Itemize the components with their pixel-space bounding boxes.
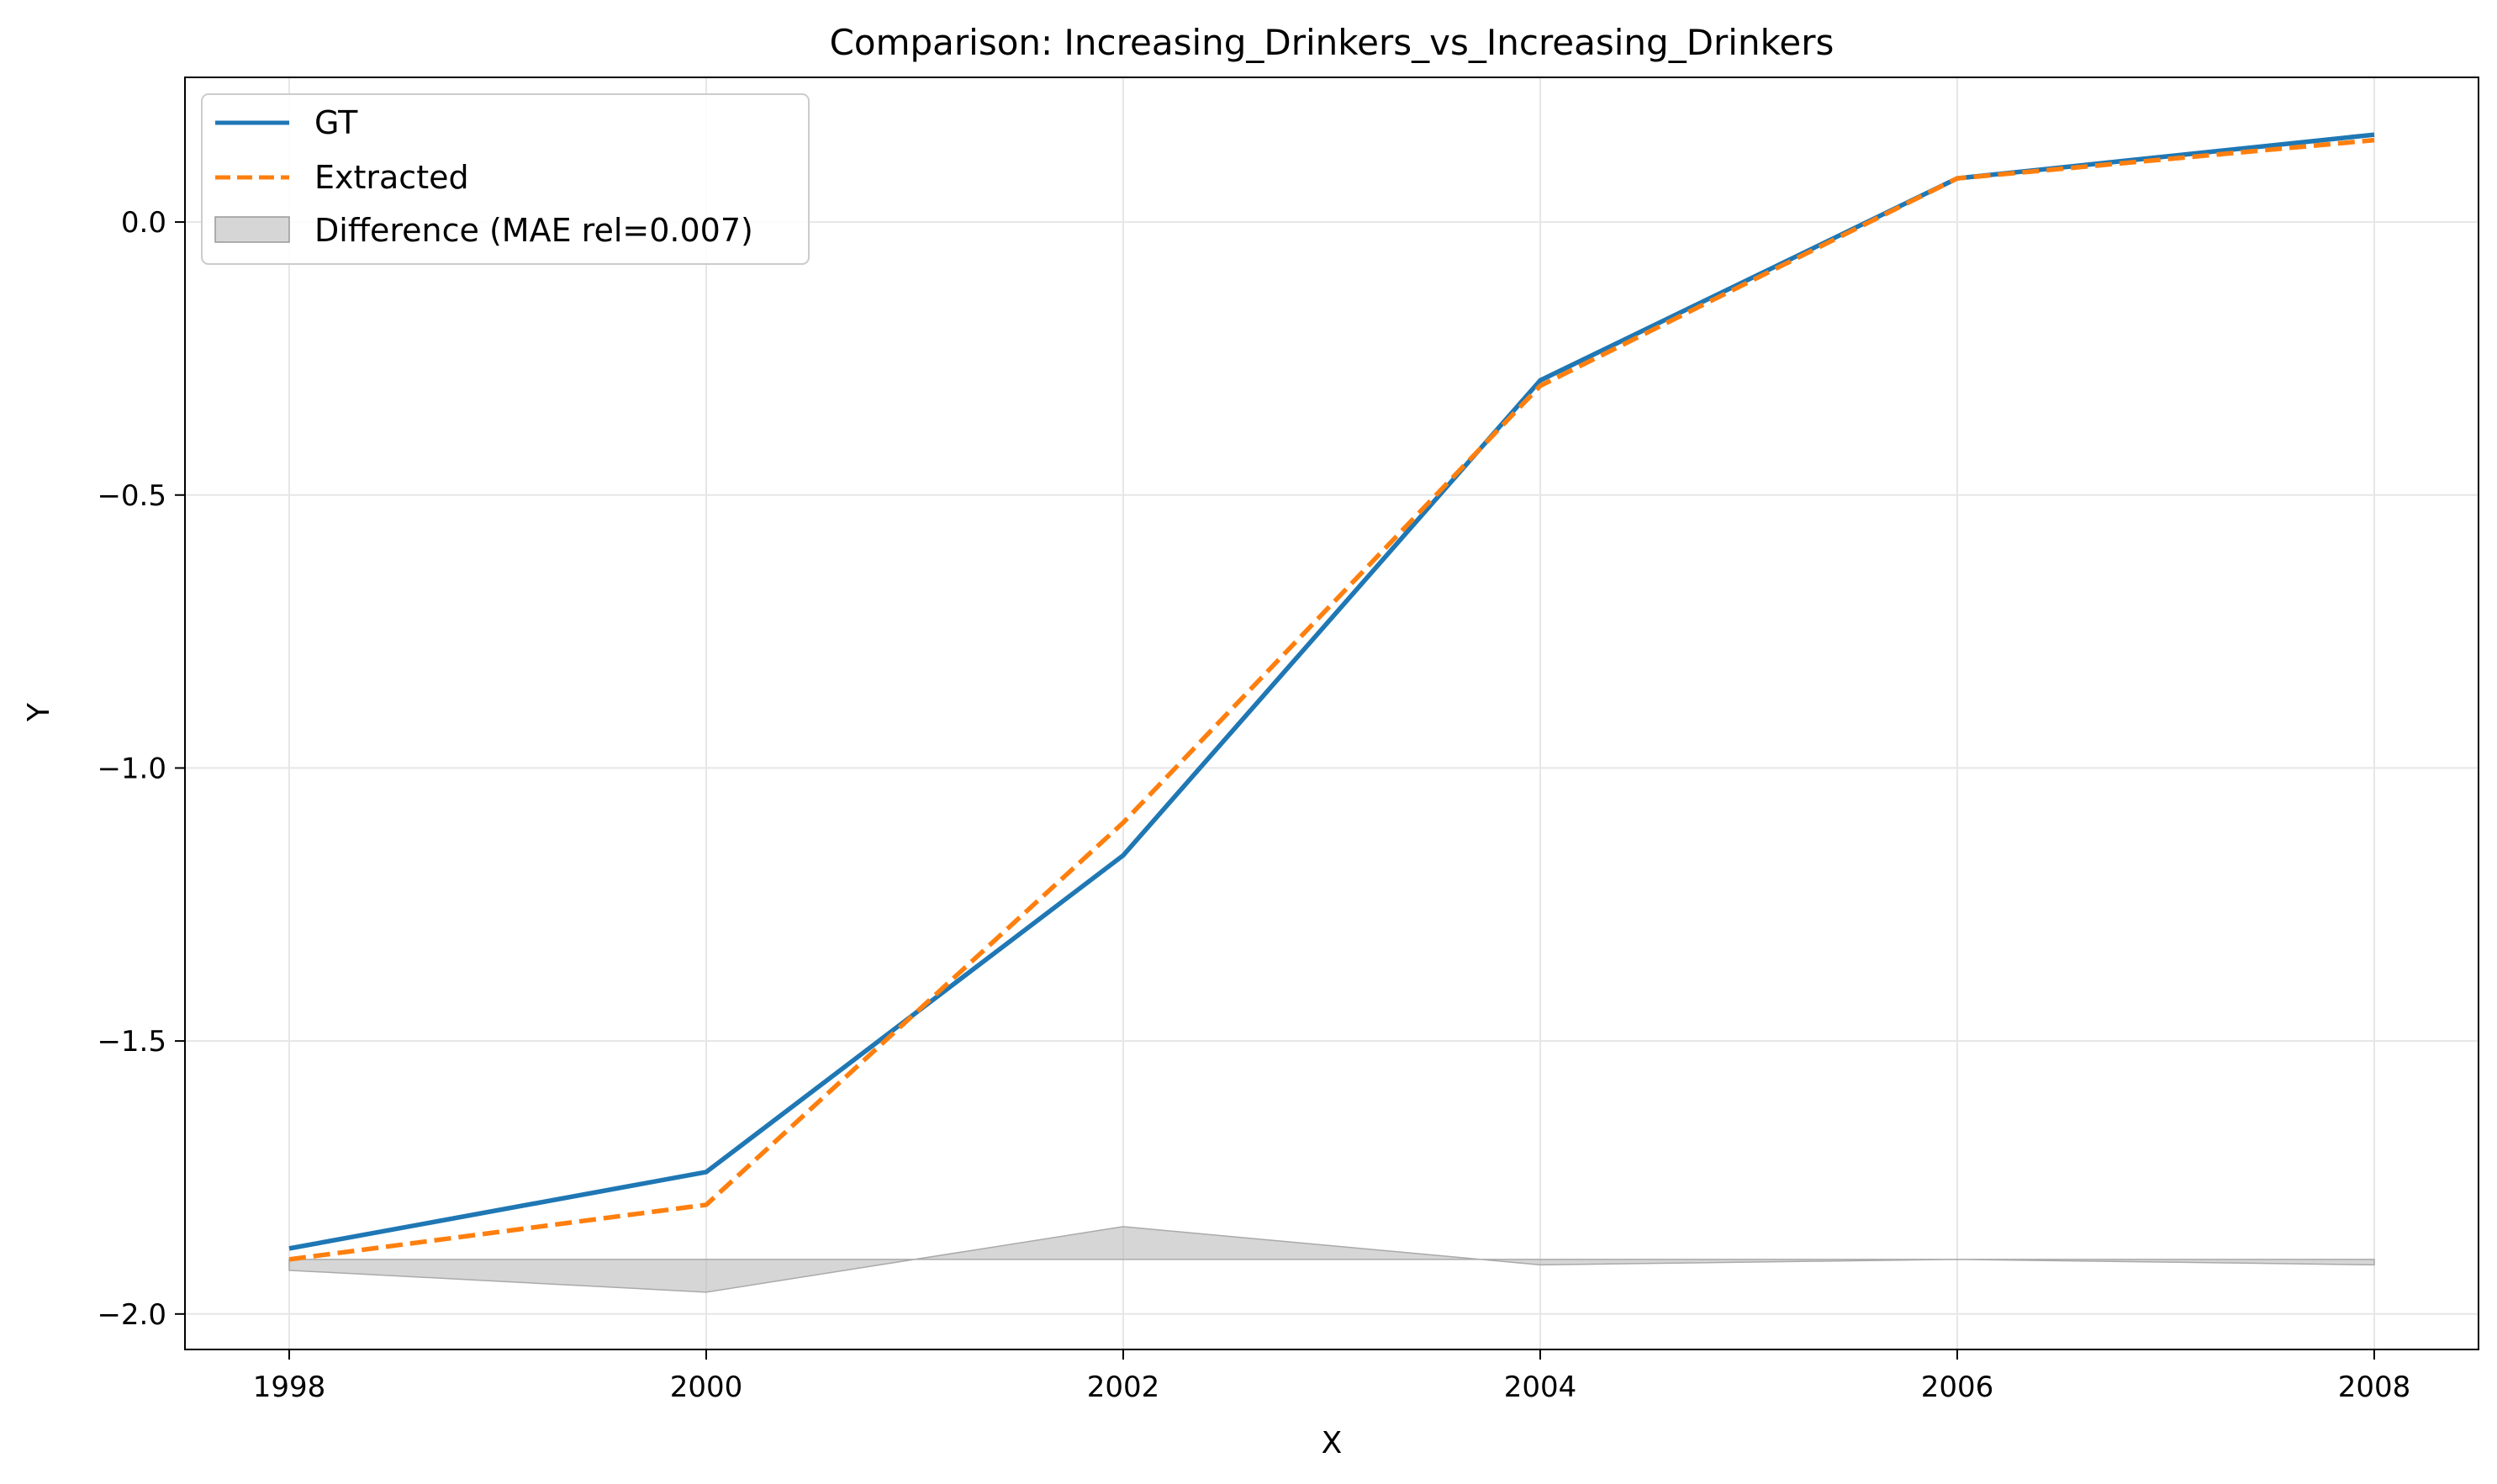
x-axis-label: X: [1322, 1426, 1343, 1460]
x-tick-label: 2008: [2338, 1370, 2411, 1404]
legend-label-difference: Difference (MAE rel=0.007): [314, 212, 753, 249]
grid-lines: [185, 77, 2479, 1349]
legend-swatch-difference: [214, 216, 290, 243]
series-layer: [288, 132, 2375, 1262]
legend-label-extracted: Extracted: [314, 159, 469, 196]
legend-box: [201, 93, 810, 265]
y-tick-label: −2.0: [97, 1298, 166, 1332]
legend-label-gt: GT: [314, 104, 358, 141]
x-tick-label: 1998: [253, 1370, 326, 1404]
x-tick-label: 2006: [1921, 1370, 1994, 1404]
difference-band-layer: [288, 1226, 2375, 1293]
y-tick-label: −1.0: [97, 752, 166, 785]
x-tick-label: 2004: [1504, 1370, 1577, 1404]
y-tick-label: −0.5: [97, 479, 166, 513]
difference-band: [288, 1226, 2375, 1293]
y-tick-label: −1.5: [97, 1025, 166, 1059]
x-tick-label: 2002: [1087, 1370, 1160, 1404]
x-tick-label: 2000: [670, 1370, 743, 1404]
legend: GT Extracted Difference (MAE rel=0.007): [201, 93, 810, 265]
y-axis-label: Y: [22, 702, 56, 722]
chart-title: Comparison: Increasing_Drinkers_vs_Incre…: [830, 22, 1834, 63]
series-line-extracted: [288, 137, 2375, 1262]
y-tick-label: 0.0: [121, 206, 166, 240]
axis-ticks: 1998 2000 2002 2004 2006 2008 0.0 −0.5 −1.0 −1.5 −…: [97, 206, 2410, 1404]
plot-frame: [184, 77, 2479, 1350]
